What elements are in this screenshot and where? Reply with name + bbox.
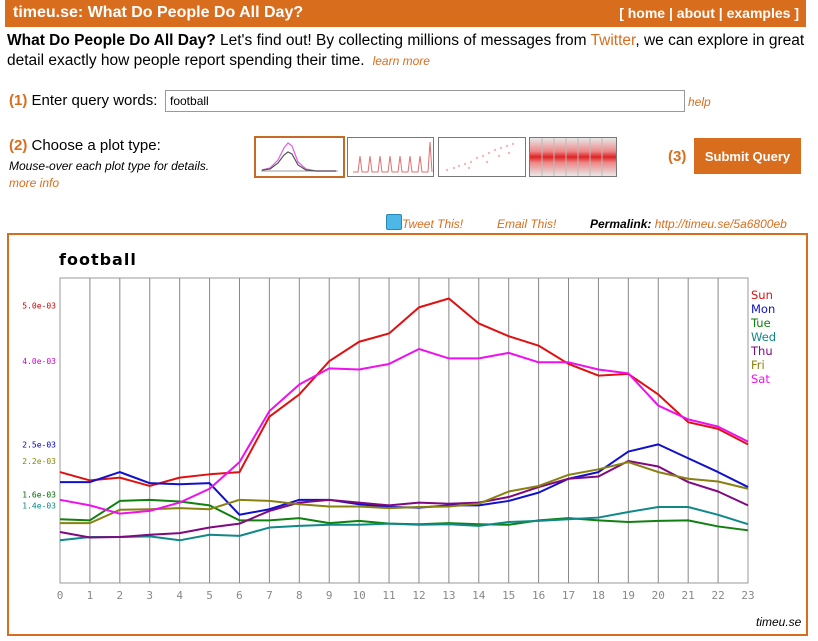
- permalink: Permalink: http://timeu.se/5a6800eb: [590, 217, 787, 231]
- plot-type-periodic-thumb[interactable]: [347, 137, 434, 177]
- nav-separator: |: [714, 5, 727, 21]
- x-tick-label: 21: [682, 589, 695, 602]
- step3-number: (3): [668, 148, 687, 165]
- nav-close-bracket: ]: [790, 5, 799, 21]
- x-tick-label: 3: [146, 589, 153, 602]
- plot-area: [59, 277, 749, 584]
- y-tick-label: 4.0e-03: [22, 357, 56, 366]
- x-tick-label: 1: [87, 589, 94, 602]
- x-tick-label: 10: [353, 589, 366, 602]
- nav-separator: |: [665, 5, 677, 21]
- more-info-link[interactable]: more info: [9, 176, 60, 190]
- help-link[interactable]: help: [688, 95, 711, 109]
- x-tick-label: 6: [236, 589, 243, 602]
- plot-type-scatter-thumb[interactable]: [438, 137, 526, 177]
- x-tick-label: 15: [502, 589, 515, 602]
- x-tick-label: 4: [176, 589, 183, 602]
- y-tick-label: 5.0e-03: [22, 302, 56, 311]
- timeuse-credit: timeu.se: [756, 615, 802, 629]
- twitter-link[interactable]: Twitter: [590, 32, 636, 49]
- legend-entry-sat: Sat: [751, 372, 770, 386]
- permalink-url[interactable]: http://timeu.se/5a6800eb: [654, 217, 787, 231]
- top-nav: [ home | about | examples ]: [619, 5, 799, 21]
- legend-entry-thu: Thu: [750, 344, 773, 358]
- legend-entry-mon: Mon: [751, 302, 775, 316]
- intro-paragraph: What Do People Do All Day? Let's find ou…: [7, 31, 807, 71]
- permalink-label: Permalink:: [590, 217, 652, 231]
- plot-type-heatmap-thumb[interactable]: [529, 137, 617, 177]
- series-line-wed: [59, 506, 749, 542]
- series-line-fri: [60, 461, 749, 525]
- x-tick-label: 7: [266, 589, 273, 602]
- y-tick-label: 2.5e-03: [22, 440, 56, 449]
- line-plot-thumbnail-icon: [261, 142, 338, 172]
- site-title[interactable]: timeu.se: What Do People Do All Day?: [13, 4, 304, 21]
- heatmap-plot-thumbnail-icon: [530, 138, 616, 176]
- twitter-bird-icon[interactable]: [386, 214, 402, 230]
- x-tick-label: 8: [296, 589, 303, 602]
- header-bar: timeu.se: What Do People Do All Day? [ h…: [5, 0, 806, 27]
- x-tick-label: 2: [117, 589, 124, 602]
- y-tick-label: 2.2e-03: [22, 457, 56, 466]
- plot-type-line-thumb[interactable]: [254, 136, 345, 178]
- x-tick-label: 22: [711, 589, 724, 602]
- step2-label: Choose a plot type:: [27, 137, 161, 154]
- step1-number: (1): [9, 92, 28, 109]
- x-tick-label: 16: [532, 589, 545, 602]
- query-step-label: (1) Enter query words:: [9, 92, 157, 109]
- x-tick-label: 20: [652, 589, 665, 602]
- nav-home-link[interactable]: home: [627, 5, 666, 21]
- x-tick-label: 19: [622, 589, 635, 602]
- nav-open-bracket: [: [619, 5, 628, 21]
- tweet-this-link[interactable]: Tweet This!: [402, 217, 464, 231]
- y-tick-label: 1.6e-03: [22, 490, 56, 499]
- scatter-plot-thumbnail-icon: [445, 142, 515, 172]
- nav-about-link[interactable]: about: [676, 5, 715, 21]
- x-tick-label: 0: [57, 589, 64, 602]
- x-tick-label: 11: [382, 589, 395, 602]
- submit-query-button[interactable]: Submit Query: [694, 138, 801, 174]
- step1-label: Enter query words:: [27, 92, 158, 109]
- legend-entry-wed: Wed: [751, 330, 776, 344]
- nav-examples-link[interactable]: examples: [726, 5, 791, 21]
- learn-more-link[interactable]: learn more: [372, 54, 430, 68]
- x-tick-label: 12: [412, 589, 425, 602]
- chart-title: football: [59, 250, 137, 269]
- series-line-thu: [59, 460, 749, 539]
- series-line-sat: [59, 347, 749, 515]
- x-tick-label: 9: [326, 589, 333, 602]
- intro-text-1: Let's find out! By collecting millions o…: [215, 32, 591, 49]
- legend-entry-sun: Sun: [751, 288, 773, 302]
- legend-entry-fri: Fri: [751, 358, 765, 372]
- query-input[interactable]: [165, 90, 685, 112]
- x-tick-label: 17: [562, 589, 575, 602]
- email-this-link[interactable]: Email This!: [497, 217, 557, 231]
- periodic-plot-thumbnail-icon: [353, 141, 433, 173]
- plot-type-hint: Mouse-over each plot type for details.: [9, 159, 210, 173]
- plot-type-step-label: (2) Choose a plot type:: [9, 137, 161, 154]
- intro-heading: What Do People Do All Day?: [7, 32, 216, 49]
- x-tick-label: 14: [472, 589, 486, 602]
- step2-number: (2): [9, 137, 28, 154]
- y-tick-label: 1.4e-03: [22, 501, 56, 510]
- x-tick-label: 18: [592, 589, 605, 602]
- intro-text-2: , we can explore in great detail exactly…: [7, 32, 805, 69]
- x-tick-label: 5: [206, 589, 213, 602]
- x-tick-label: 13: [442, 589, 455, 602]
- chart-frame: [7, 233, 808, 636]
- submit-step-label: (3): [668, 148, 686, 165]
- x-tick-label: 23: [741, 589, 754, 602]
- legend-entry-tue: Tue: [750, 316, 771, 330]
